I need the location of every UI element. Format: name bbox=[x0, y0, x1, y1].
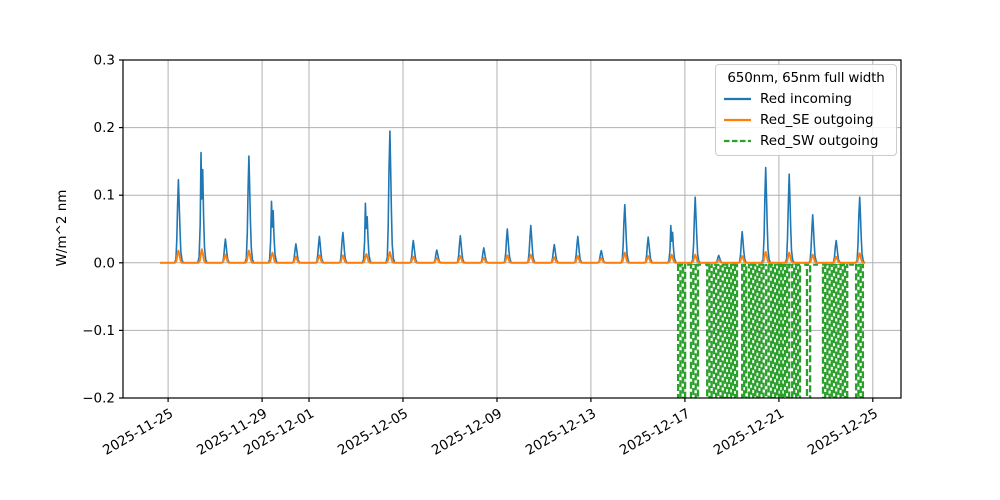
x-tick-label: 2025-12-25 bbox=[805, 406, 881, 459]
series-red-se-outgoing bbox=[160, 248, 866, 264]
legend-entry-label: Red incoming bbox=[760, 90, 852, 107]
legend-entry-label: Red_SE outgoing bbox=[760, 111, 874, 128]
x-tick-label: 2025-12-05 bbox=[335, 406, 411, 459]
x-tick-label: 2025-11-25 bbox=[100, 406, 176, 459]
x-tick-label: 2025-12-09 bbox=[429, 406, 505, 459]
y-tick-label: 0.1 bbox=[94, 188, 115, 204]
x-tick-label: 2025-12-13 bbox=[523, 406, 599, 459]
legend-entry-label: Red_SW outgoing bbox=[760, 132, 879, 149]
y-axis-label: W/m^2 nm bbox=[54, 190, 70, 267]
y-tick-label: 0.3 bbox=[94, 53, 115, 69]
legend-entry-red-se-outgoing: Red_SE outgoing bbox=[724, 109, 888, 130]
series-red-sw-outgoing bbox=[676, 263, 865, 398]
y-tick-label: 0.0 bbox=[94, 255, 115, 271]
x-tick-label: 2025-12-17 bbox=[617, 406, 693, 459]
legend-title: 650nm, 65nm full width bbox=[727, 70, 885, 86]
legend-line-sample-red-incoming bbox=[724, 97, 751, 100]
legend: 650nm, 65nm full width Red incoming Red_S… bbox=[715, 64, 897, 156]
legend-entries: Red incoming Red_SE outgoing Red_SW outgoi… bbox=[724, 88, 888, 151]
y-tick-label: 0.2 bbox=[94, 120, 115, 136]
y-tick-label: −0.2 bbox=[82, 391, 115, 407]
legend-entry-red-incoming: Red incoming bbox=[724, 88, 888, 109]
legend-line-sample-red-se-outgoing bbox=[724, 118, 751, 121]
plot-frame bbox=[122, 59, 902, 399]
y-tick-label: −0.1 bbox=[82, 323, 115, 339]
legend-line-sample-red-sw-outgoing bbox=[724, 139, 751, 142]
legend-entry-red-sw-outgoing: Red_SW outgoing bbox=[724, 130, 888, 151]
x-tick-label: 2025-12-21 bbox=[711, 406, 787, 459]
data-layer bbox=[160, 130, 866, 398]
